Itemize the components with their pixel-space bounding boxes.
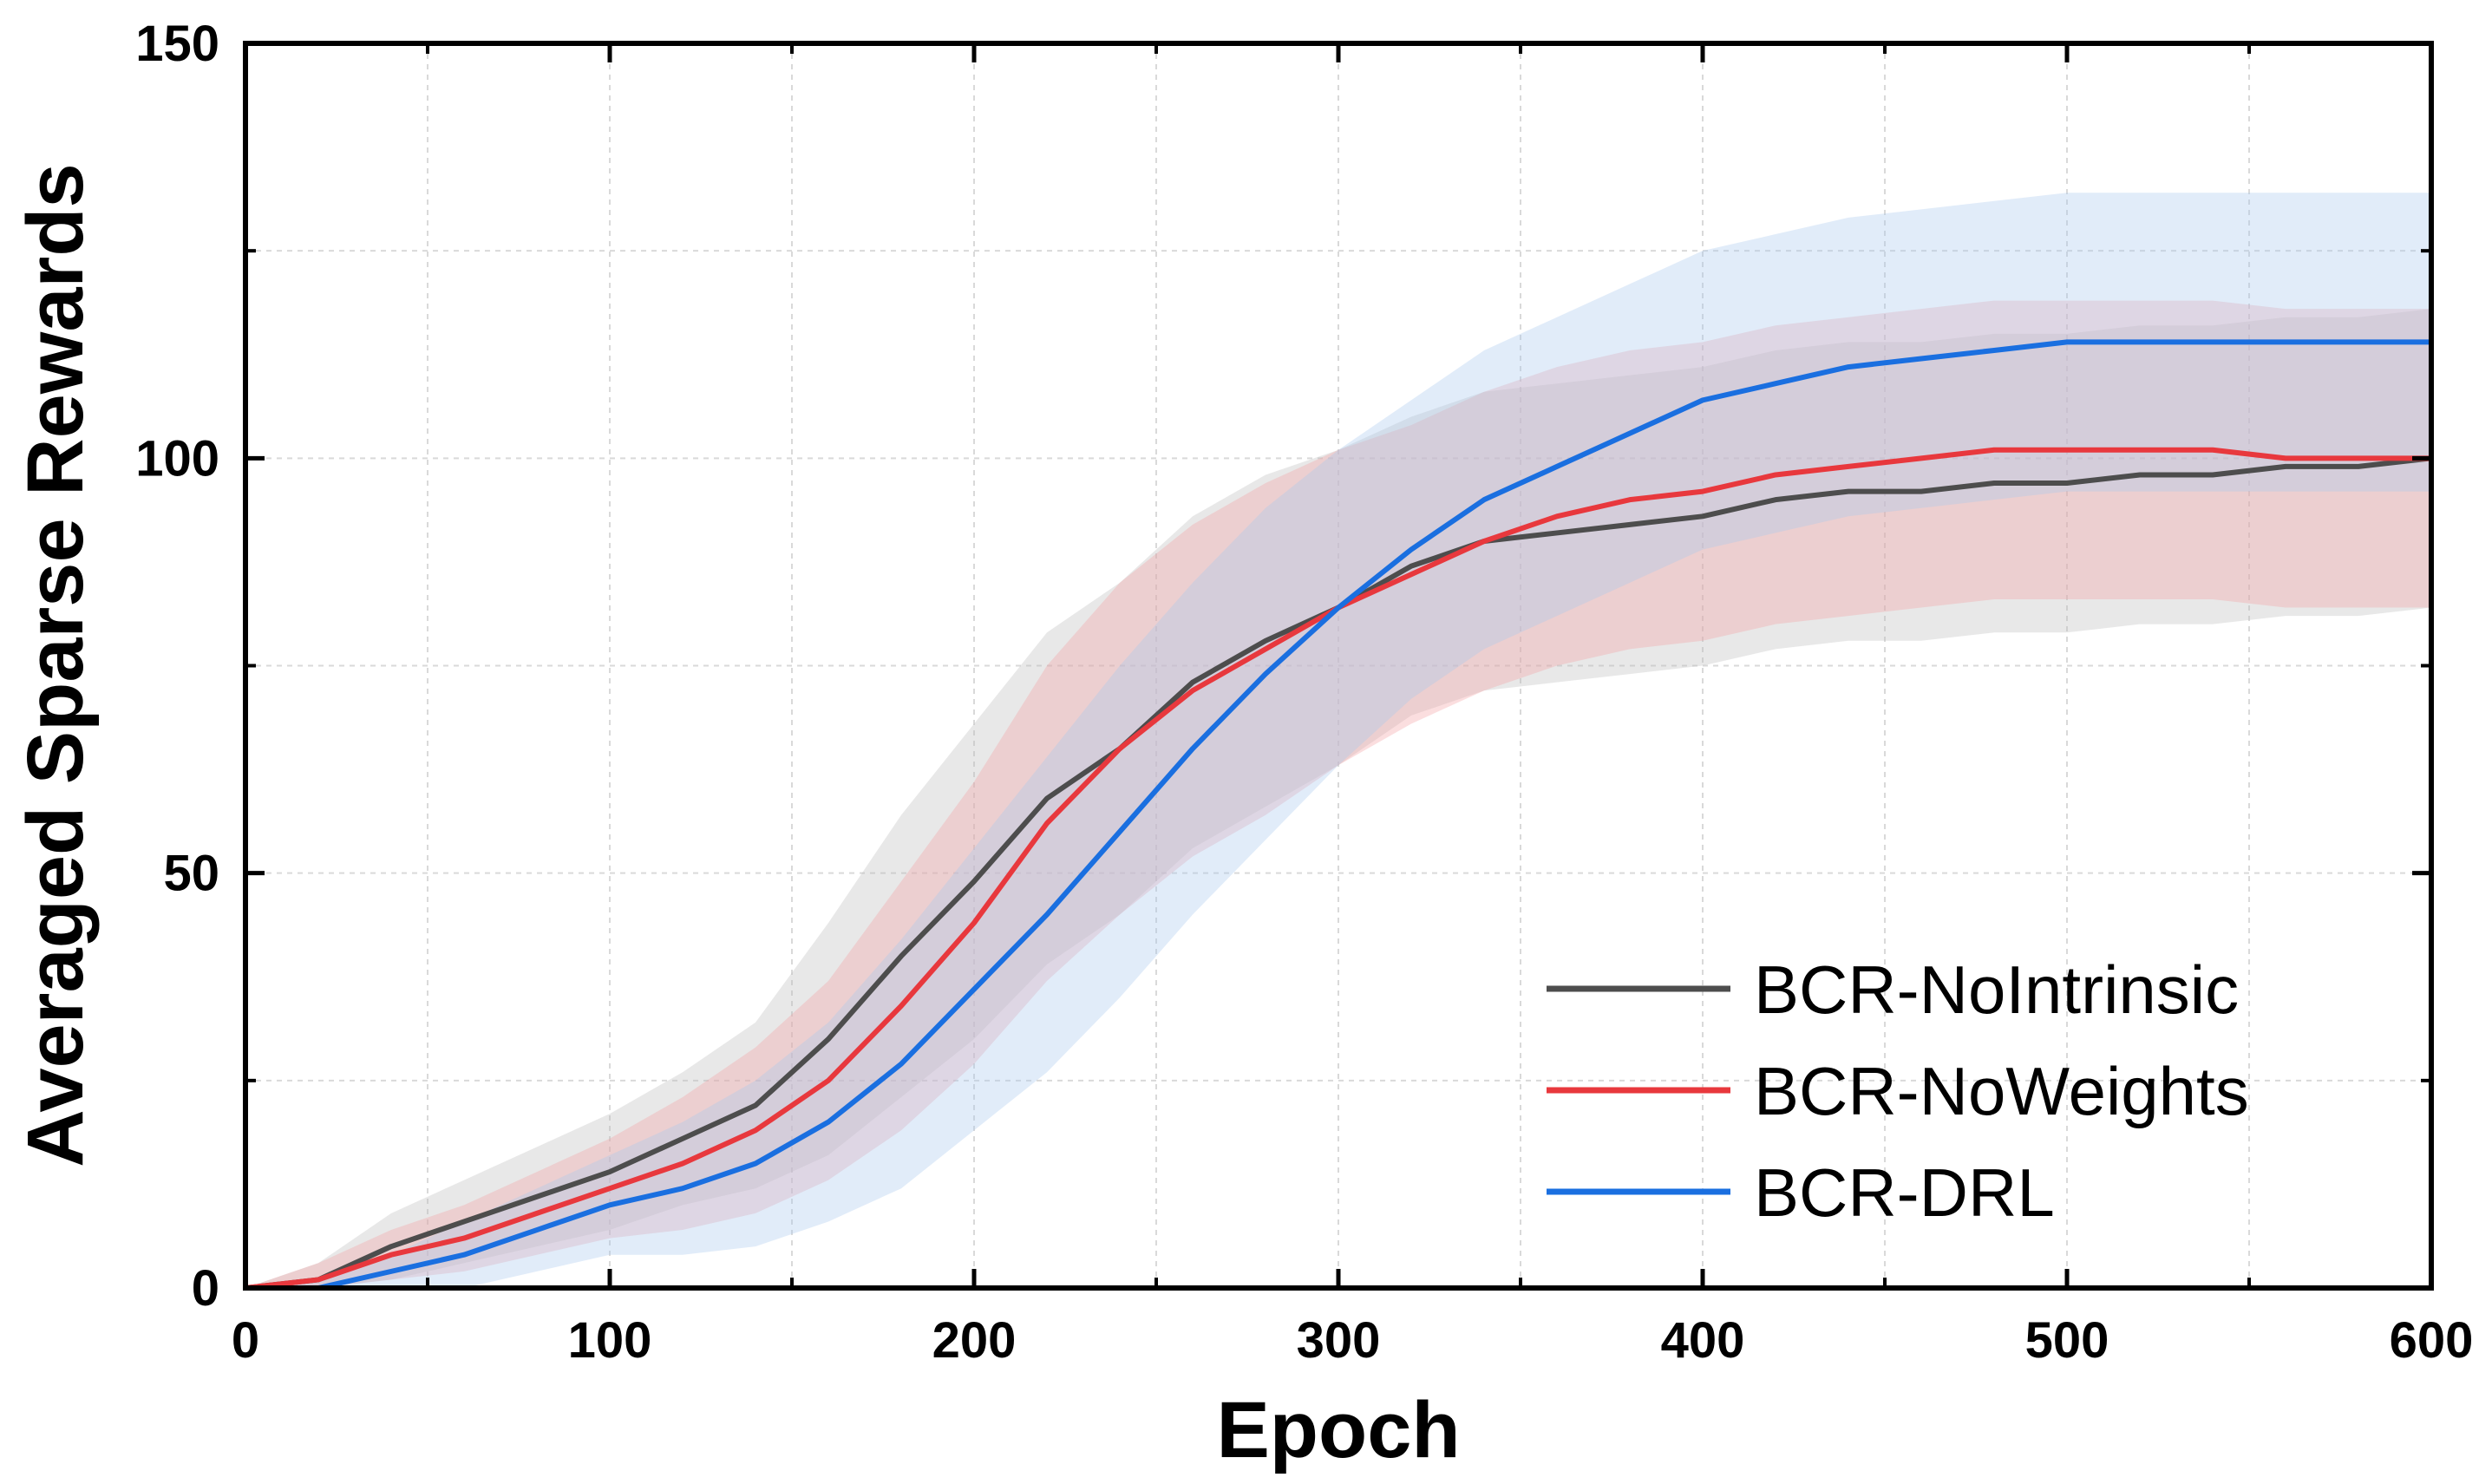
- legend-label: BCR-NoIntrinsic: [1754, 951, 2239, 1028]
- confidence-bands: [245, 193, 2431, 1289]
- x-tick-label: 400: [1661, 1312, 1745, 1369]
- legend-label: BCR-NoWeights: [1754, 1053, 2249, 1129]
- x-axis-title: Epoch: [1216, 1386, 1460, 1474]
- legend-item-bcr-noweights: BCR-NoWeights: [1547, 1053, 2249, 1129]
- x-tick-label: 100: [568, 1312, 652, 1369]
- grid: [245, 43, 2431, 1288]
- legend-item-bcr-drl: BCR-DRL: [1547, 1154, 2055, 1231]
- band-bcr-noweights: [245, 300, 2431, 1289]
- axis-ticks: 0 100 200 300 400 500 600 0 50 100 150: [135, 16, 2473, 1369]
- x-tick-label: 600: [2390, 1312, 2474, 1369]
- series-line-bcr-drl: [245, 339, 2431, 1291]
- legend: BCR-NoIntrinsic BCR-NoWeights BCR-DRL: [1547, 951, 2249, 1231]
- x-tick-label: 500: [2025, 1312, 2109, 1369]
- series-lines: [245, 339, 2432, 1291]
- band-bcr-drl: [245, 193, 2431, 1289]
- band-bcr-nointrinsic: [245, 309, 2431, 1289]
- y-tick-label: 150: [135, 16, 219, 72]
- y-tick-label: 50: [163, 846, 219, 902]
- legend-label: BCR-DRL: [1754, 1154, 2055, 1231]
- x-tick-label: 200: [932, 1312, 1017, 1369]
- x-tick-label: 0: [232, 1312, 259, 1369]
- y-tick-label: 100: [135, 430, 219, 487]
- y-axis-title: Averaged Sparse Rewards: [11, 163, 100, 1167]
- x-tick-label: 300: [1297, 1312, 1381, 1369]
- y-tick-label: 0: [192, 1260, 219, 1317]
- legend-item-bcr-nointrinsic: BCR-NoIntrinsic: [1547, 951, 2239, 1028]
